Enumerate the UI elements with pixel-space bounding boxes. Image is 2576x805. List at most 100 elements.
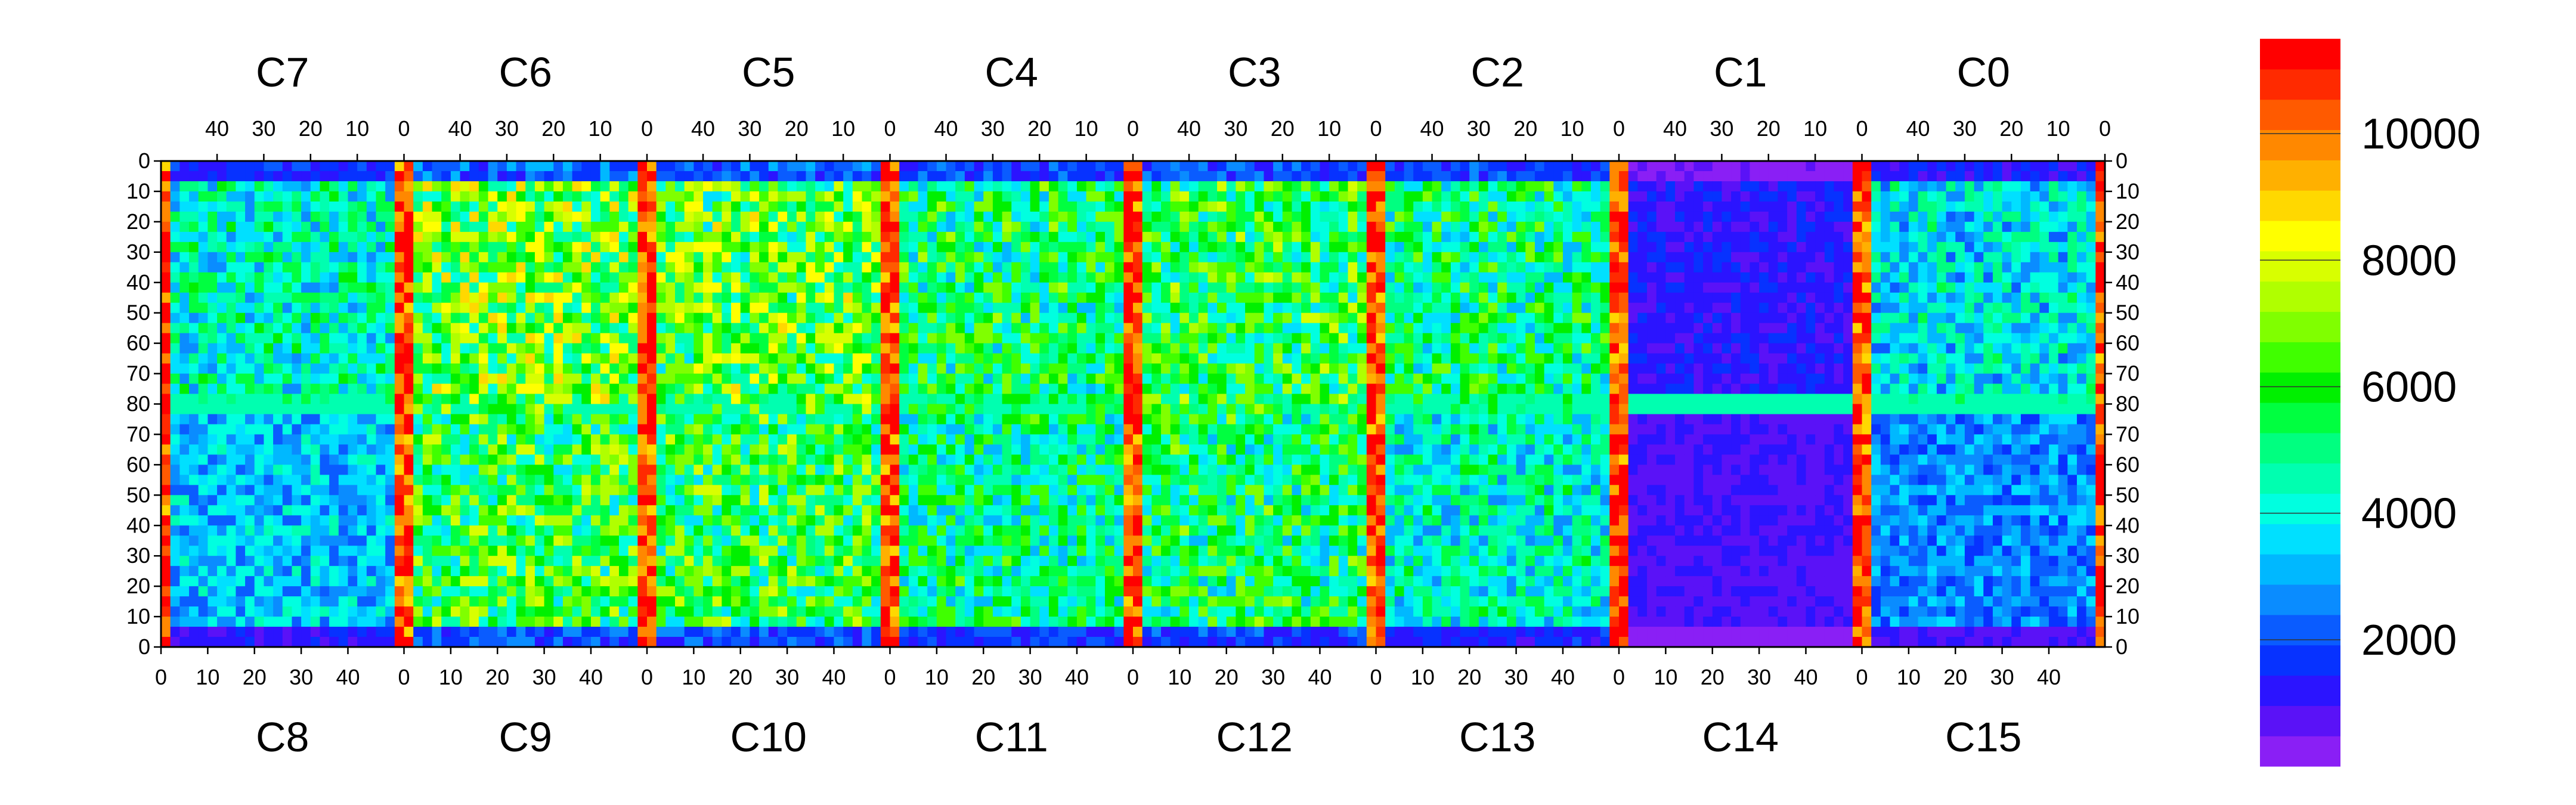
heatmap-cell	[1796, 191, 1807, 202]
heatmap-cell	[1890, 302, 1900, 314]
heatmap-cell	[1020, 231, 1031, 243]
heatmap-cell	[759, 262, 769, 273]
heatmap-cell	[301, 231, 311, 243]
heatmap-cell	[170, 272, 180, 283]
heatmap-cell	[2039, 333, 2049, 344]
heatmap-cell	[768, 262, 779, 273]
heatmap-cell	[1880, 272, 1891, 283]
heatmap-cell	[516, 353, 526, 364]
heatmap-cell	[1534, 394, 1545, 405]
heatmap-cell	[815, 211, 825, 222]
heatmap-cell	[1404, 312, 1414, 324]
heatmap-cell	[1600, 394, 1610, 405]
heatmap-cell	[179, 231, 190, 243]
heatmap-cell	[1002, 231, 1012, 243]
heatmap-cell	[1740, 282, 1751, 293]
heatmap-cell	[1076, 302, 1087, 314]
heatmap-cell	[2011, 181, 2021, 192]
heatmap-cell	[357, 373, 367, 385]
heatmap-cell	[217, 333, 227, 344]
heatmap-cell	[1217, 272, 1227, 283]
heatmap-cell	[1030, 272, 1040, 283]
heatmap-cell	[1170, 292, 1180, 304]
heatmap-cell	[1469, 312, 1479, 324]
heatmap-cell	[1637, 171, 1648, 182]
heatmap-cell	[1142, 312, 1152, 324]
heatmap-cell	[1357, 312, 1367, 324]
heatmap-cell	[198, 211, 208, 222]
heatmap-cell	[1301, 231, 1311, 243]
heatmap-cell	[1946, 272, 1956, 283]
heatmap-cell	[1899, 161, 1909, 172]
heatmap-cell	[1974, 201, 1984, 212]
heatmap-cell	[955, 171, 965, 182]
heatmap-cell	[1534, 373, 1545, 385]
heatmap-cell	[1432, 262, 1442, 273]
heatmap-cell	[1460, 201, 1470, 212]
heatmap-cell	[992, 292, 1003, 304]
heatmap-cell	[1731, 191, 1741, 202]
heatmap-cell	[1011, 353, 1021, 364]
heatmap-cell	[1422, 242, 1433, 253]
heatmap-cell	[843, 323, 853, 334]
heatmap-cell	[1693, 323, 1704, 334]
heatmap-cell	[1422, 383, 1433, 395]
heatmap-cell	[226, 252, 236, 263]
heatmap-cell	[1441, 201, 1451, 212]
heatmap-cell	[1862, 191, 1872, 202]
heatmap-cell	[1385, 363, 1395, 374]
heatmap-cell	[637, 272, 648, 283]
heatmap-cell	[1750, 282, 1760, 293]
heatmap-cell	[469, 323, 479, 334]
heatmap-cell	[796, 312, 807, 324]
heatmap-cell	[516, 262, 526, 273]
heatmap-cell	[217, 231, 227, 243]
heatmap-cell	[1114, 343, 1124, 354]
heatmap-cell	[1217, 323, 1227, 334]
heatmap-cell	[890, 262, 900, 273]
heatmap-cell	[488, 373, 498, 385]
heatmap-cell	[955, 252, 965, 263]
heatmap-cell	[1320, 282, 1330, 293]
heatmap-cell	[768, 353, 779, 364]
heatmap-cell	[1142, 302, 1152, 314]
heatmap-cell	[179, 373, 190, 385]
heatmap-cell	[1179, 171, 1190, 182]
heatmap-cell	[1880, 201, 1891, 212]
heatmap-cell	[1553, 323, 1563, 334]
heatmap-cell	[2086, 333, 2096, 344]
heatmap-cell	[1067, 211, 1078, 222]
heatmap-cell	[1955, 282, 1965, 293]
heatmap-cell	[600, 292, 610, 304]
heatmap-cell	[1927, 383, 1937, 395]
heatmap-cell	[1048, 262, 1059, 273]
heatmap-cell	[1488, 262, 1498, 273]
heatmap-cell	[2048, 211, 2059, 222]
heatmap-cell	[703, 272, 713, 283]
heatmap-cell	[198, 191, 208, 202]
heatmap-cell	[245, 343, 255, 354]
heatmap-cell	[1778, 383, 1788, 395]
heatmap-cell	[282, 221, 293, 233]
heatmap-cell	[385, 201, 395, 212]
heatmap-cell	[927, 282, 937, 293]
heatmap-cell	[1376, 383, 1386, 395]
heatmap-cell	[292, 323, 302, 334]
heatmap-cell	[1843, 201, 1853, 212]
heatmap-cell	[890, 231, 900, 243]
heatmap-cell	[1095, 302, 1106, 314]
heatmap-cell	[1750, 394, 1760, 405]
heatmap-cell	[2076, 282, 2087, 293]
heatmap-cell	[1880, 282, 1891, 293]
heatmap-cell	[936, 242, 947, 253]
heatmap-cell	[534, 302, 545, 314]
heatmap-cell	[226, 211, 236, 222]
heatmap-cell	[1441, 231, 1451, 243]
heatmap-cell	[628, 272, 638, 283]
heatmap-cell	[1282, 343, 1293, 354]
heatmap-cell	[684, 363, 694, 374]
heatmap-cell	[1731, 272, 1741, 283]
heatmap-cell	[1170, 272, 1180, 283]
heatmap-cell	[1404, 383, 1414, 395]
heatmap-cell	[796, 353, 807, 364]
